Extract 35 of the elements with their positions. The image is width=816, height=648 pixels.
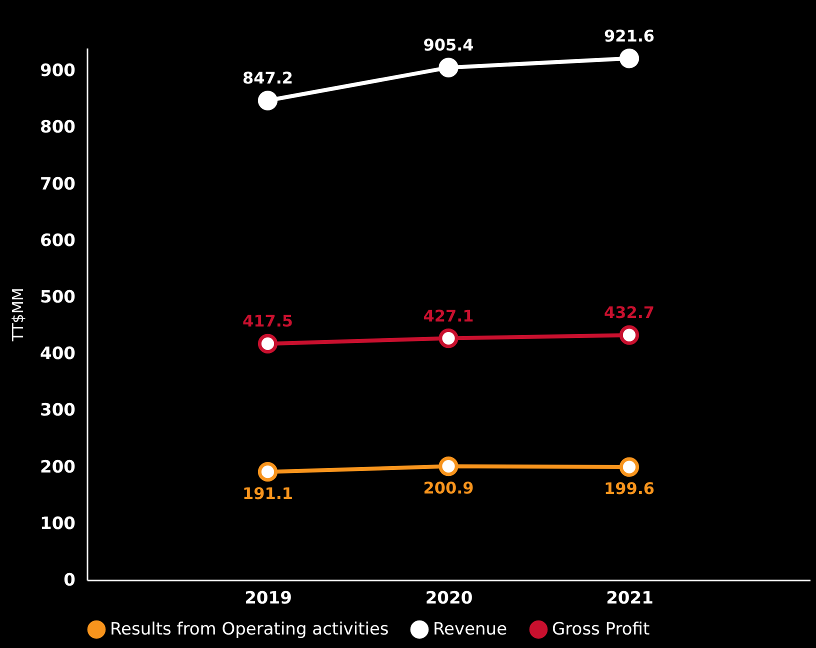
point bbox=[258, 334, 278, 354]
point bbox=[438, 328, 458, 348]
y-tick-label: 800 bbox=[40, 118, 76, 138]
data-label: 200.9 bbox=[423, 478, 474, 498]
point bbox=[438, 58, 458, 78]
legend-label: Results from Operating activities bbox=[110, 620, 389, 640]
point bbox=[258, 90, 278, 110]
y-tick-label: 700 bbox=[40, 174, 76, 194]
legend-label: Gross Profit bbox=[552, 620, 650, 640]
data-label: 432.7 bbox=[604, 303, 655, 322]
data-label: 921.6 bbox=[604, 26, 655, 46]
data-label: 199.6 bbox=[604, 479, 655, 498]
data-label: 905.4 bbox=[423, 36, 474, 55]
y-axis-title: TT$MM bbox=[9, 288, 28, 342]
x-tick-label: 2019 bbox=[244, 588, 292, 608]
x-tick-label: 2020 bbox=[425, 588, 473, 608]
point bbox=[619, 325, 640, 345]
x-tick-label: 2021 bbox=[606, 588, 654, 608]
y-tick-label: 600 bbox=[40, 230, 76, 251]
y-tick-label: 300 bbox=[40, 400, 76, 421]
data-label: 427.1 bbox=[423, 306, 474, 326]
data-label: 191.1 bbox=[242, 484, 294, 503]
y-tick-label: 900 bbox=[40, 61, 76, 82]
data-label: 417.5 bbox=[242, 312, 294, 331]
y-tick-label: 500 bbox=[40, 288, 76, 308]
point bbox=[438, 456, 458, 476]
legend-label: Revenue bbox=[433, 620, 508, 640]
point bbox=[619, 48, 640, 68]
point bbox=[258, 462, 278, 482]
y-tick-label: 200 bbox=[40, 457, 76, 478]
y-tick-label: 100 bbox=[40, 514, 76, 534]
point bbox=[619, 457, 640, 477]
data-label: 847.2 bbox=[242, 68, 294, 88]
y-tick-label: 0 bbox=[64, 570, 76, 590]
y-tick-label: 400 bbox=[40, 344, 76, 364]
